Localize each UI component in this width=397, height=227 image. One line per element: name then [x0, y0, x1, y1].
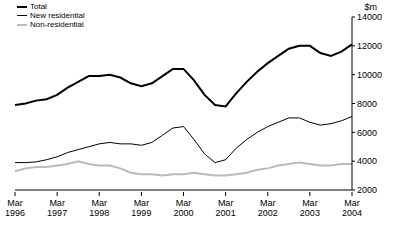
svg-text:8000: 8000 [357, 99, 377, 109]
html-text:Non-residential: Non-residential [30, 20, 84, 29]
svg-text:Mar2002: Mar2002 [258, 198, 278, 218]
svg-text:Mar1997: Mar1997 [47, 198, 67, 218]
svg-text:Mar1998: Mar1998 [89, 198, 109, 218]
svg-text:2000: 2000 [357, 185, 377, 195]
html-text:$m: $m [364, 2, 377, 12]
html-text:Total: Total [30, 2, 47, 11]
svg-text:14000: 14000 [357, 12, 382, 22]
svg-text:Mar2000: Mar2000 [173, 198, 193, 218]
html-text:New residential: New residential [30, 11, 85, 20]
svg-text:Mar2001: Mar2001 [216, 198, 236, 218]
svg-text:12000: 12000 [357, 41, 382, 51]
svg-text:Mar2004: Mar2004 [342, 198, 362, 218]
svg-text:Mar1996: Mar1996 [8, 198, 25, 218]
svg-text:Mar2003: Mar2003 [300, 198, 320, 218]
svg-text:6000: 6000 [357, 128, 377, 138]
svg-text:4000: 4000 [357, 156, 377, 166]
svg-text:Mar1999: Mar1999 [131, 198, 151, 218]
svg-text:10000: 10000 [357, 70, 382, 80]
